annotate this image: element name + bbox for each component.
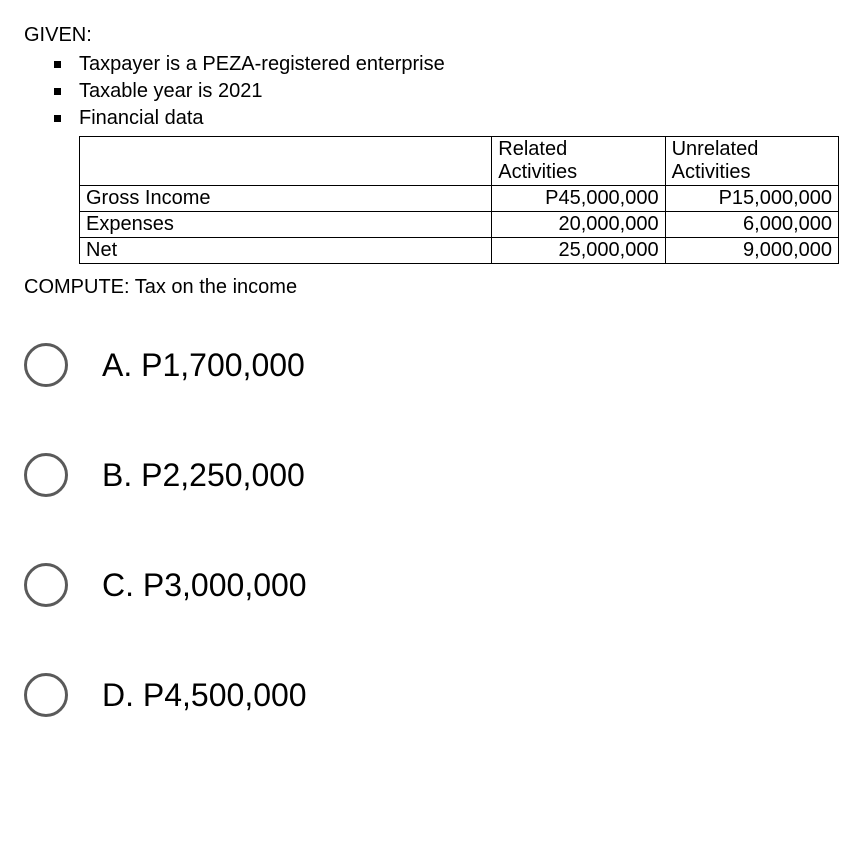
option-label: B. P2,250,000	[102, 457, 305, 494]
option-d[interactable]: D. P4,500,000	[24, 673, 834, 717]
answer-options: A. P1,700,000 B. P2,250,000 C. P3,000,00…	[24, 343, 834, 717]
given-header: GIVEN:	[24, 24, 834, 47]
bullet-square-icon	[54, 88, 61, 95]
row-related: 20,000,000	[492, 212, 665, 238]
bullet-square-icon	[54, 61, 61, 68]
given-bullets: Taxpayer is a PEZA-registered enterprise…	[54, 51, 834, 132]
table-header-row: Related Activities Unrelated Activities	[80, 137, 839, 186]
row-related: P45,000,000	[492, 186, 665, 212]
radio-icon[interactable]	[24, 673, 68, 717]
bullet-text: Financial data	[79, 105, 204, 132]
row-label: Expenses	[80, 212, 492, 238]
table-row: Gross Income P45,000,000 P15,000,000	[80, 186, 839, 212]
radio-icon[interactable]	[24, 343, 68, 387]
option-b[interactable]: B. P2,250,000	[24, 453, 834, 497]
option-label: A. P1,700,000	[102, 347, 305, 384]
option-c[interactable]: C. P3,000,000	[24, 563, 834, 607]
bullet-text: Taxpayer is a PEZA-registered enterprise	[79, 51, 445, 78]
bullet-square-icon	[54, 115, 61, 122]
bullet-text: Taxable year is 2021	[79, 78, 262, 105]
row-label: Net	[80, 238, 492, 264]
radio-icon[interactable]	[24, 563, 68, 607]
radio-icon[interactable]	[24, 453, 68, 497]
table-row: Expenses 20,000,000 6,000,000	[80, 212, 839, 238]
row-unrelated: P15,000,000	[665, 186, 838, 212]
option-label: D. P4,500,000	[102, 677, 307, 714]
table-header-blank	[80, 137, 492, 186]
row-unrelated: 6,000,000	[665, 212, 838, 238]
row-label: Gross Income	[80, 186, 492, 212]
table-header-unrelated: Unrelated Activities	[665, 137, 838, 186]
option-a[interactable]: A. P1,700,000	[24, 343, 834, 387]
option-label: C. P3,000,000	[102, 567, 307, 604]
compute-instruction: COMPUTE: Tax on the income	[24, 276, 834, 299]
bullet-item: Financial data	[54, 105, 834, 132]
table-row: Net 25,000,000 9,000,000	[80, 238, 839, 264]
bullet-item: Taxable year is 2021	[54, 78, 834, 105]
financial-data-table: Related Activities Unrelated Activities …	[79, 136, 839, 264]
bullet-item: Taxpayer is a PEZA-registered enterprise	[54, 51, 834, 78]
row-related: 25,000,000	[492, 238, 665, 264]
row-unrelated: 9,000,000	[665, 238, 838, 264]
table-header-related: Related Activities	[492, 137, 665, 186]
